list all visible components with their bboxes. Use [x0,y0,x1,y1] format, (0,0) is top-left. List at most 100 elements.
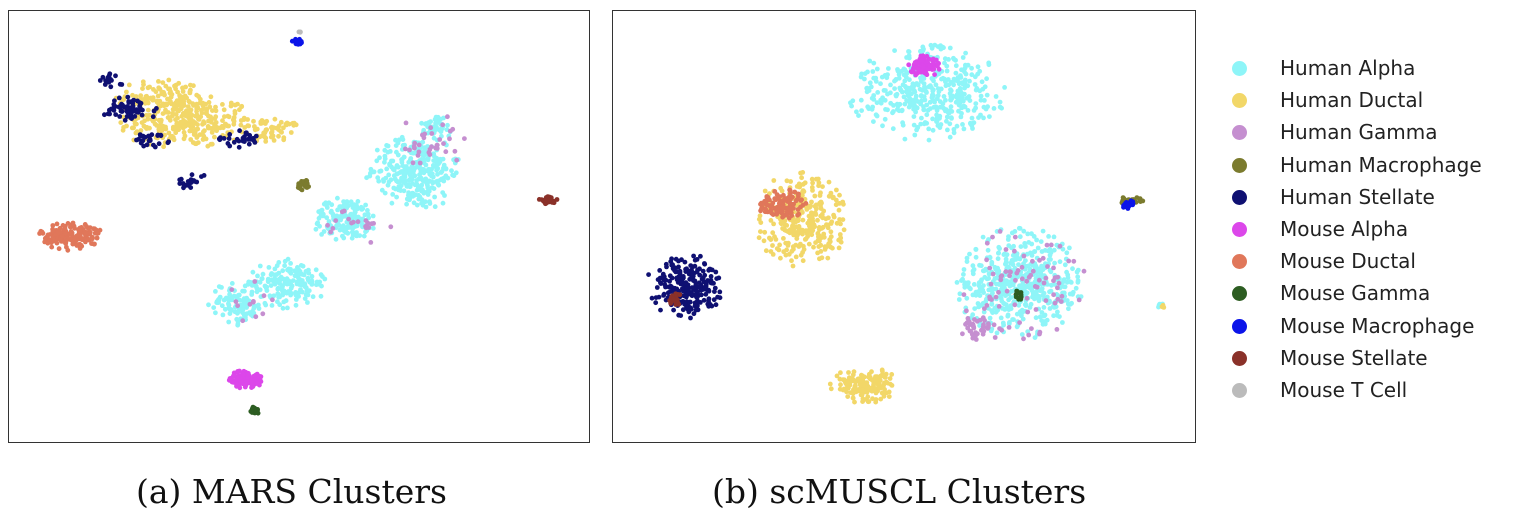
scatter-point [970,271,976,277]
scatter-point [140,86,145,91]
scatter-point [926,126,932,132]
scatter-point [957,291,963,297]
scatter-point [962,104,968,110]
scatter-point [936,66,942,72]
scatter-point [810,180,815,186]
scatter-point [1019,313,1024,319]
legend-marker [1232,221,1247,237]
scatter-point [160,80,166,85]
scatter-point [955,88,961,94]
scatter-point [251,299,256,304]
scatter-point [299,278,305,283]
scatter-point [155,133,161,138]
scatter-point [209,130,215,135]
scatter-point [957,100,963,106]
scatter-point [349,220,354,226]
scatter-point [275,299,280,305]
scatter-point [1001,300,1006,306]
scatter-point [194,112,200,118]
scatter-point [386,172,392,178]
scatter-point [213,289,218,294]
scatter-point [417,160,423,166]
scatter-point [801,189,807,195]
legend-marker [1232,318,1247,334]
scatter-point [79,237,85,243]
scatter-point [1037,314,1043,320]
scatter-point [1121,196,1127,202]
scatter-point [800,217,806,223]
scatter-point [848,390,853,395]
scatter-point [786,206,792,212]
scatter-point [116,104,122,110]
scatter-point [684,286,689,292]
scatter-point [1051,292,1056,298]
scatter-point [138,128,144,133]
scatter-point [136,109,141,115]
scatter-point [348,199,354,205]
scatter-point [772,234,777,240]
scatter-point [161,144,167,150]
scatter-point [246,136,252,142]
scatter-point [129,99,134,105]
scatter-point [1051,265,1056,271]
scatter-point [961,292,967,297]
scatter-point [324,202,329,208]
scatter-point [206,113,211,119]
scatter-point [910,101,916,107]
cluster-human-gamma [403,114,467,166]
scatter-point [387,149,393,154]
scatter-point [174,98,180,103]
scatter-point [948,87,953,92]
scatter-point [1034,284,1040,290]
scatter-point [211,305,217,310]
scatter-point [927,63,933,69]
scatter-point [865,394,871,400]
scatter-point [899,107,905,113]
scatter-point [987,114,992,119]
scatter-point [883,88,888,93]
scatter-point [231,118,237,124]
scatter-point [134,129,140,135]
scatter-point [778,255,783,261]
scatter-point [249,378,255,384]
scatter-point [971,108,977,113]
legend: Human Alpha Human Ductal Human Gamma Hum… [1228,52,1528,406]
scatter-point [401,188,407,194]
scatter-point [958,80,964,86]
scatter-point [981,115,986,121]
scatter-point [337,204,343,210]
scatter-point [393,137,398,143]
scatter-point [94,235,100,241]
scatter-point [825,225,831,231]
legend-label: Human Alpha [1280,56,1416,80]
scatter-point [182,110,188,115]
cluster-human-stellate [646,253,723,321]
scatter-point [1006,307,1012,312]
cluster-mouse-gamma [1013,288,1024,302]
scatter-point [303,181,309,187]
scatter-point [226,114,232,120]
scatter-point [150,96,156,102]
scatter-point [288,261,293,266]
scatter-point [996,304,1002,309]
scatter-point [826,179,832,185]
scatter-point [67,232,72,237]
scatter-point [368,240,374,245]
scatter-point [703,291,709,297]
scatter-point [768,237,774,243]
scatter-point [72,225,77,231]
cluster-mouse-stellate [536,194,560,207]
scatter-point [1006,297,1011,303]
scatter-point [149,132,155,138]
scatter-point [258,379,264,384]
scatter-point [773,197,779,203]
scatter-point [369,221,375,227]
scatter-point [281,125,286,131]
scatter-point [141,97,147,103]
scatter-point [396,184,402,189]
scatter-point [1076,297,1082,303]
scatter-point [318,213,324,218]
scatter-point [886,389,892,395]
scatter-point [1009,230,1015,236]
scatter-point [947,91,953,96]
